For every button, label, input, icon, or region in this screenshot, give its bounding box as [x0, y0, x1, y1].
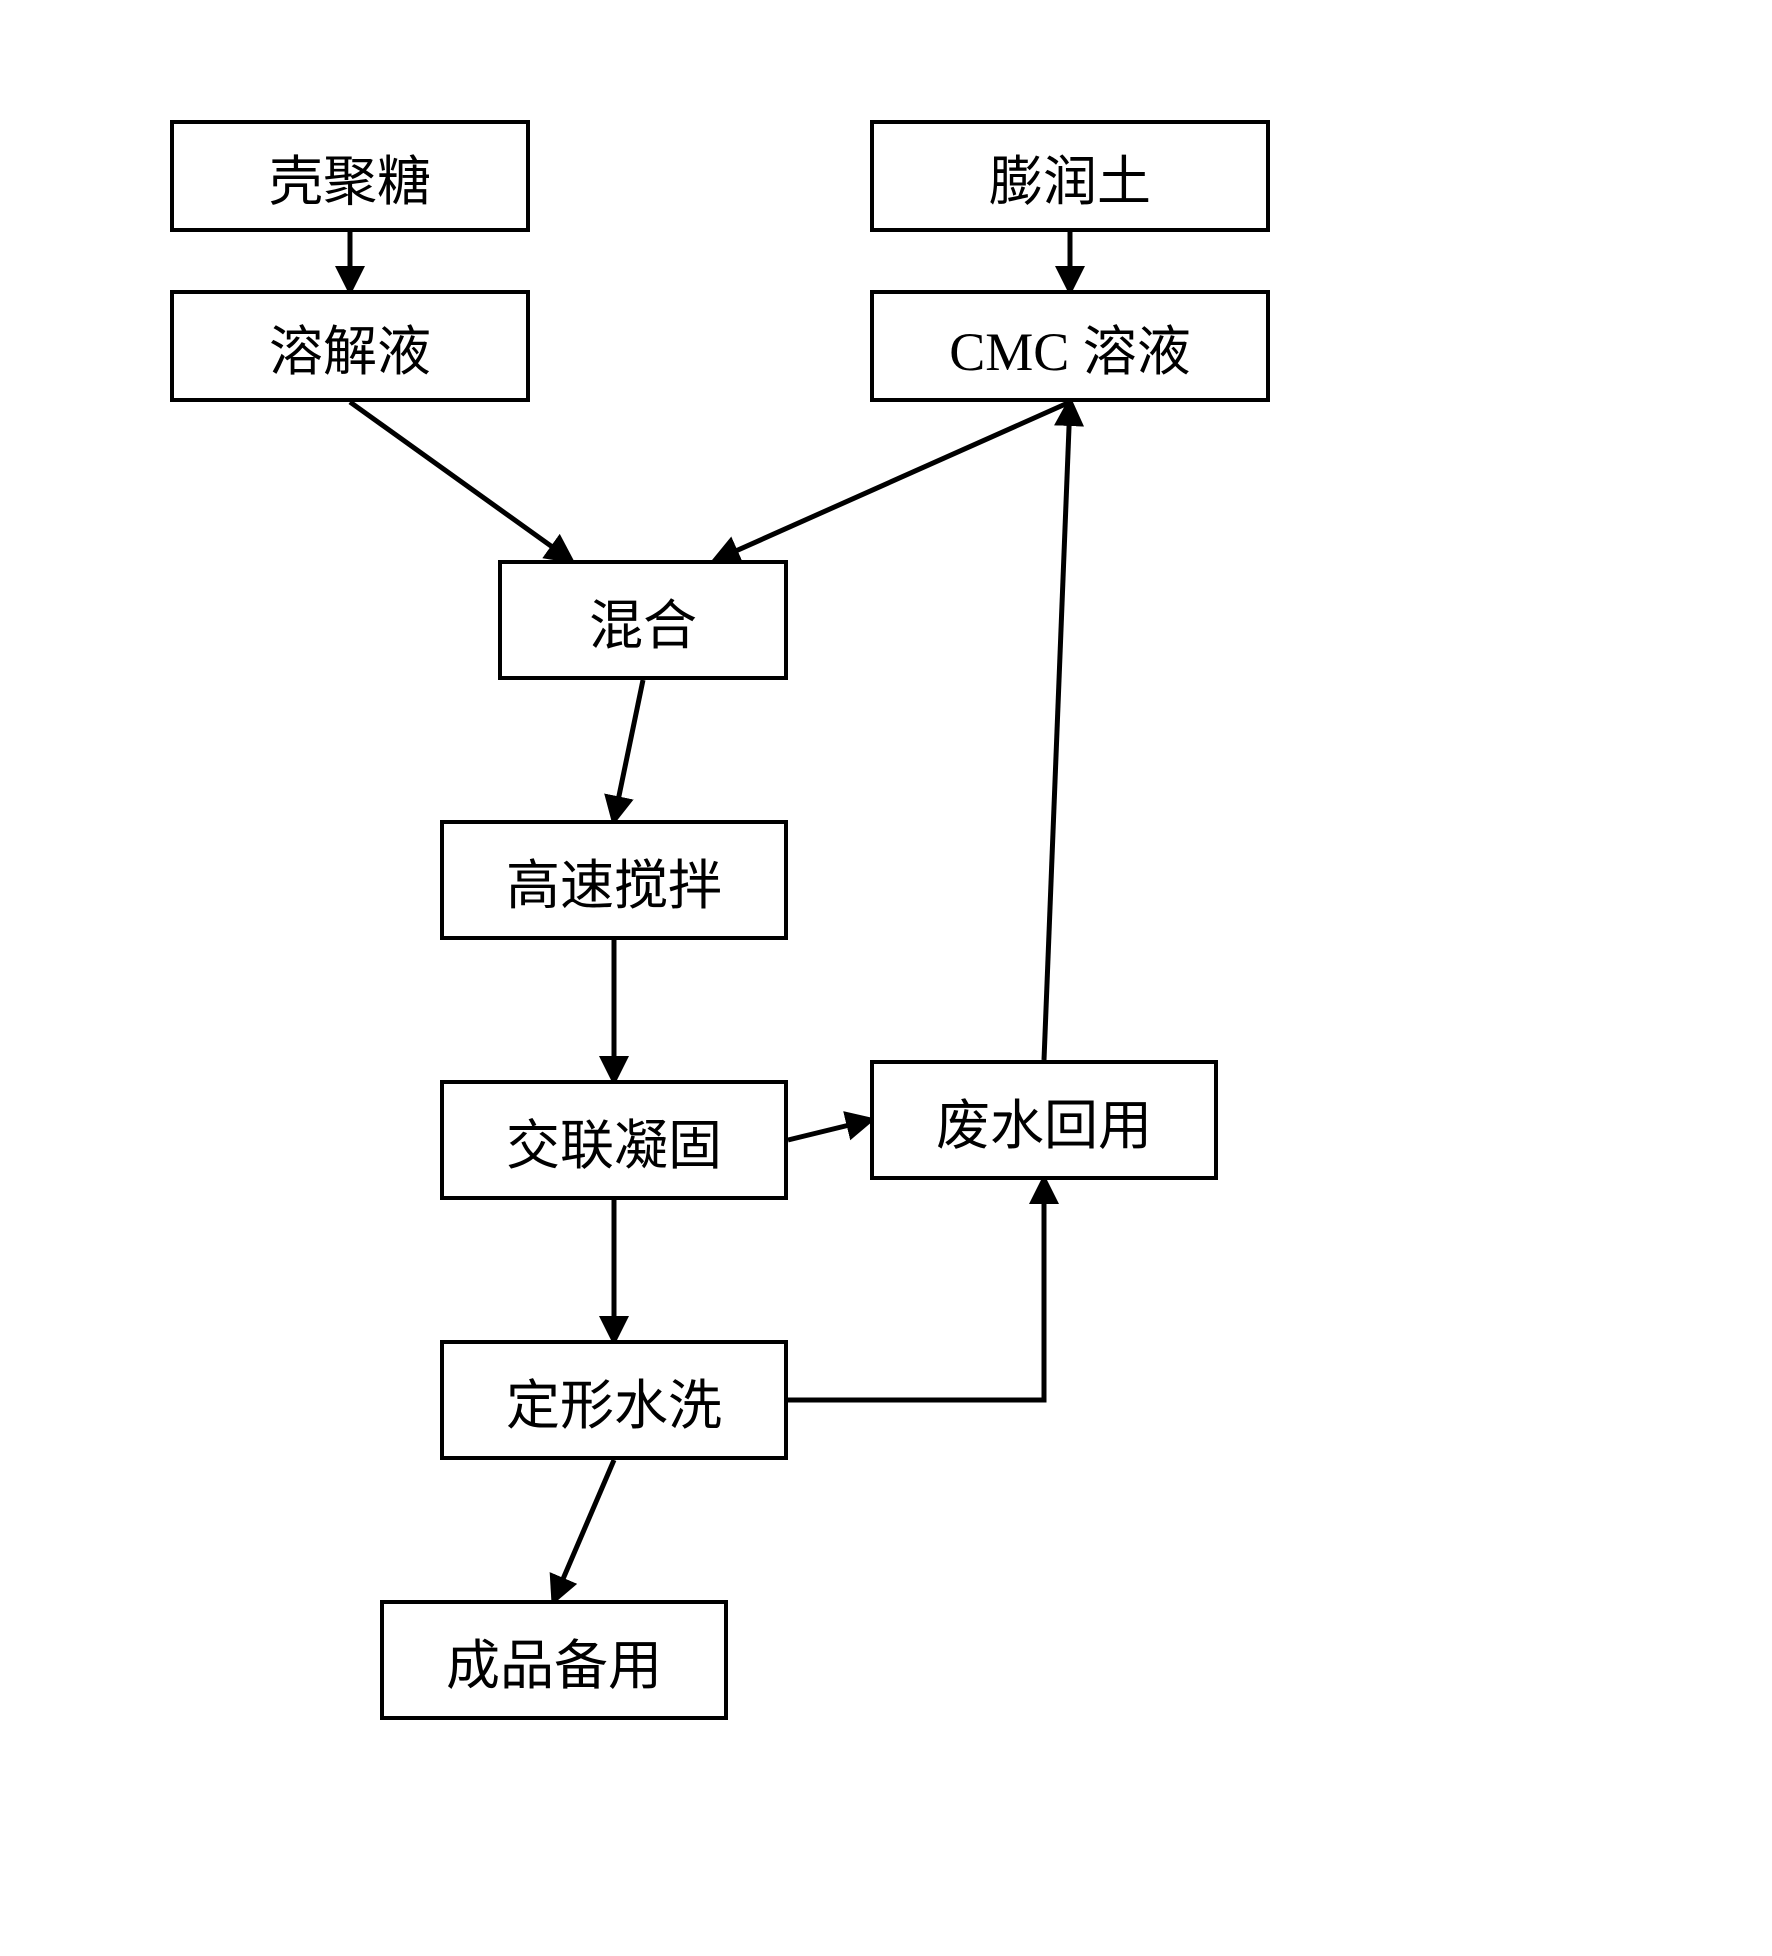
flowchart-edge-n9-n8 — [788, 1180, 1044, 1400]
flowchart-node-n4: CMC 溶液 — [870, 290, 1270, 402]
flowchart-node-n10: 成品备用 — [380, 1600, 728, 1720]
flowchart-node-n6: 高速搅拌 — [440, 820, 788, 940]
flowchart-node-n5: 混合 — [498, 560, 788, 680]
flowchart-edge-n5-n6 — [614, 680, 643, 820]
flowchart-edge-n7-n8 — [788, 1120, 870, 1140]
flowchart-node-n8: 废水回用 — [870, 1060, 1218, 1180]
flowchart-edge-n9-n10 — [554, 1460, 614, 1600]
flowchart-node-n1: 壳聚糖 — [170, 120, 530, 232]
flowchart-edge-n8-n4 — [1044, 402, 1070, 1060]
flowchart-edge-n3-n5 — [350, 402, 571, 560]
flowchart-node-n9: 定形水洗 — [440, 1340, 788, 1460]
flowchart-node-n2: 膨润土 — [870, 120, 1270, 232]
flowchart-edge-n4-n5 — [716, 402, 1071, 560]
flowchart-node-n3: 溶解液 — [170, 290, 530, 402]
flowchart-node-n7: 交联凝固 — [440, 1080, 788, 1200]
